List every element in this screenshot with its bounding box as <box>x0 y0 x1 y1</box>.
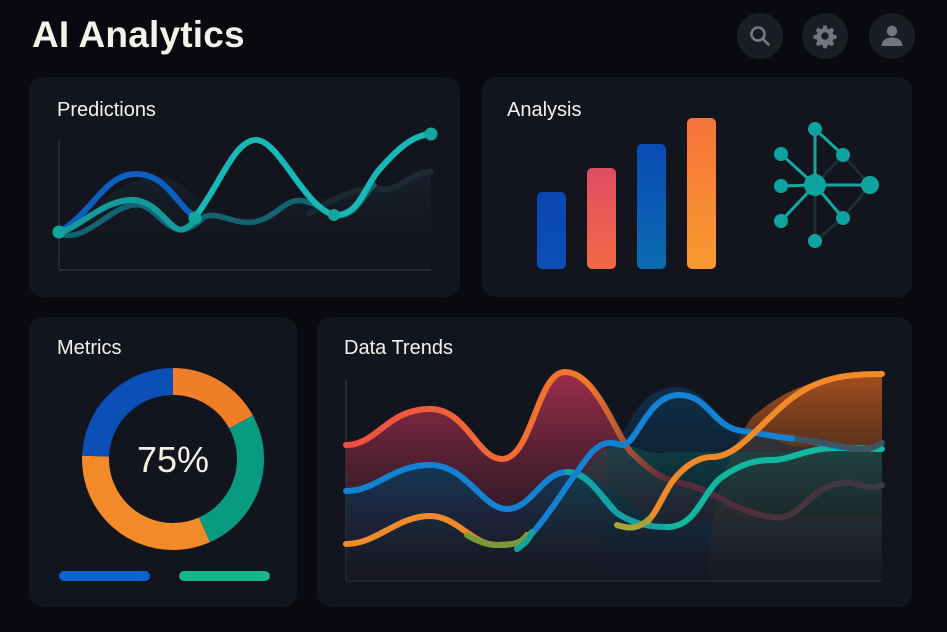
bar-1 <box>537 192 566 269</box>
donut-slice-orange-bottom <box>82 368 264 550</box>
predictions-card: Predictions <box>29 77 460 297</box>
predictions-line-chart <box>52 127 438 271</box>
user-icon <box>881 25 903 46</box>
legend-bar-green <box>179 571 270 581</box>
search-icon <box>750 26 770 46</box>
donut-slice-blue <box>82 368 264 550</box>
analysis-title: Analysis <box>507 99 582 121</box>
series-red-orange <box>343 368 885 521</box>
bar-4 <box>687 118 716 269</box>
donut-slice-green <box>82 368 264 550</box>
network-graph-icon <box>774 122 879 248</box>
metrics-card: Metrics 75% <box>29 317 297 607</box>
data-point-marker <box>52 225 66 239</box>
data-point-marker <box>424 127 438 141</box>
metrics-donut-chart <box>82 368 264 550</box>
bar-2 <box>587 168 616 269</box>
data-trends-card: Data Trends <box>317 317 912 607</box>
app-title: AI Analytics <box>32 14 245 55</box>
analysis-bar-chart <box>537 118 879 269</box>
predictions-title: Predictions <box>57 99 156 121</box>
data-point-marker <box>188 211 202 225</box>
legend-bar-blue <box>59 571 150 581</box>
series-teal-low <box>56 196 200 235</box>
data-trends-area-chart <box>343 368 885 582</box>
metrics-title: Metrics <box>57 337 122 359</box>
data-point-marker <box>328 209 340 221</box>
series-orange-right <box>644 371 885 525</box>
bar-3 <box>637 144 666 269</box>
search-button[interactable] <box>737 13 783 59</box>
gear-icon <box>813 25 837 49</box>
data-trends-title: Data Trends <box>344 337 453 359</box>
settings-button[interactable] <box>802 13 848 59</box>
metrics-center-value: 75% <box>136 439 210 480</box>
profile-button[interactable] <box>869 13 915 59</box>
series-blue <box>56 170 200 235</box>
analysis-card: Analysis <box>482 77 912 297</box>
series-teal-forecast <box>192 131 434 220</box>
